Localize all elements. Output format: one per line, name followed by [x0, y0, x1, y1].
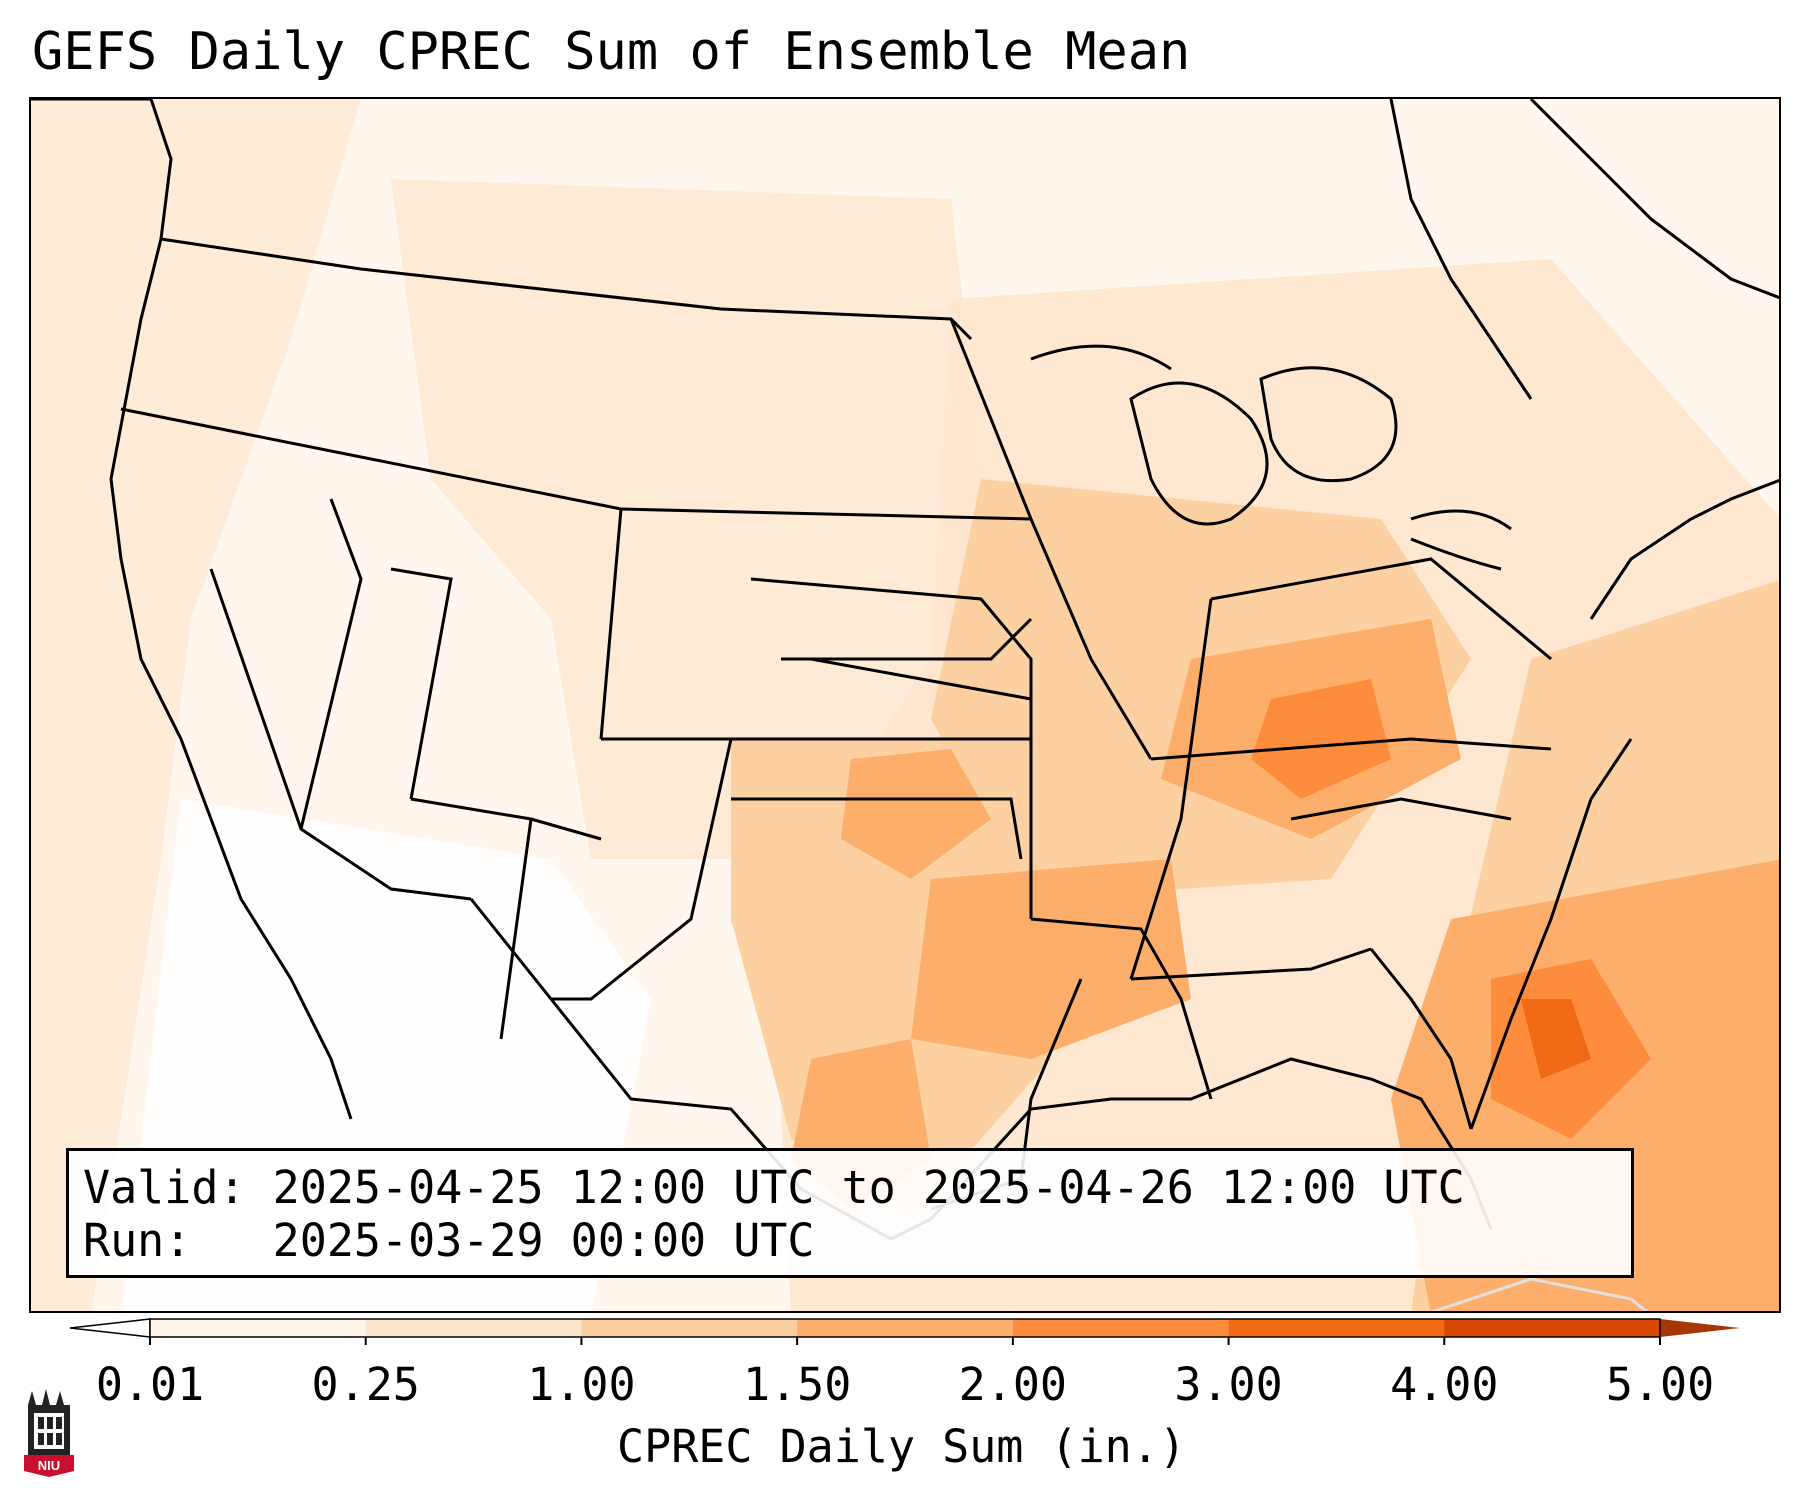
colorbar-segment: [1444, 1319, 1661, 1337]
map-title: GEFS Daily CPREC Sum of Ensemble Mean: [32, 22, 1191, 82]
valid-run-info-box: Valid: 2025-04-25 12:00 UTC to 2025-04-2…: [66, 1148, 1634, 1278]
map-canvas: [31, 99, 1779, 1311]
colorbar-segment: [365, 1319, 582, 1337]
colorbar-tick-label: 5.00: [1605, 1358, 1715, 1411]
colorbar-segment: [150, 1319, 367, 1337]
valid-time-text: Valid: 2025-04-25 12:00 UTC to 2025-04-2…: [83, 1161, 1465, 1214]
colorbar-segment: [1228, 1319, 1445, 1337]
state-borders: [31, 99, 1552, 1211]
run-time-text: Run: 2025-03-29 00:00 UTC: [83, 1214, 815, 1267]
niu-logo-text: NIU: [38, 1458, 60, 1473]
colorbar-tick-label: 1.50: [742, 1358, 852, 1411]
precip-map: [29, 97, 1781, 1313]
colorbar-segments: [70, 1318, 1740, 1338]
colorbar-segment: [581, 1319, 798, 1337]
colorbar-ticks: [149, 1337, 1661, 1345]
niu-logo: NIU: [24, 1389, 74, 1477]
precip-region-oklahoma: [841, 749, 991, 879]
precip-region-plains: [391, 179, 1031, 859]
basemap-land-ghost: [1430, 1277, 1649, 1311]
precip-region-atlantic-core: [1521, 999, 1591, 1079]
colorbar-tick-label: 4.00: [1390, 1358, 1499, 1411]
colorbar: [70, 1318, 1740, 1345]
colorbar-tick-label: 1.00: [527, 1358, 636, 1411]
colorbar-segment: [1012, 1319, 1230, 1337]
precip-region-pacific: [31, 99, 361, 1311]
precip-fill-layer: [31, 99, 1779, 1311]
colorbar-label: CPREC Daily Sum (in.): [617, 1420, 1186, 1473]
colorbar-under-arrow: [70, 1318, 151, 1338]
colorbar-segment: [797, 1319, 1014, 1337]
colorbar-tick-label: 3.00: [1174, 1358, 1283, 1411]
precip-region-gulf-south: [911, 859, 1191, 1059]
colorbar-tick-label: 0.01: [95, 1358, 205, 1411]
colorbar-outline: [149, 1318, 1661, 1338]
colorbar-tick-label: 2.00: [958, 1358, 1068, 1411]
precip-region-kentucky-max: [1251, 679, 1391, 799]
colorbar-tick-label: 0.25: [311, 1358, 420, 1411]
colorbar-over-arrow: [1660, 1319, 1740, 1337]
